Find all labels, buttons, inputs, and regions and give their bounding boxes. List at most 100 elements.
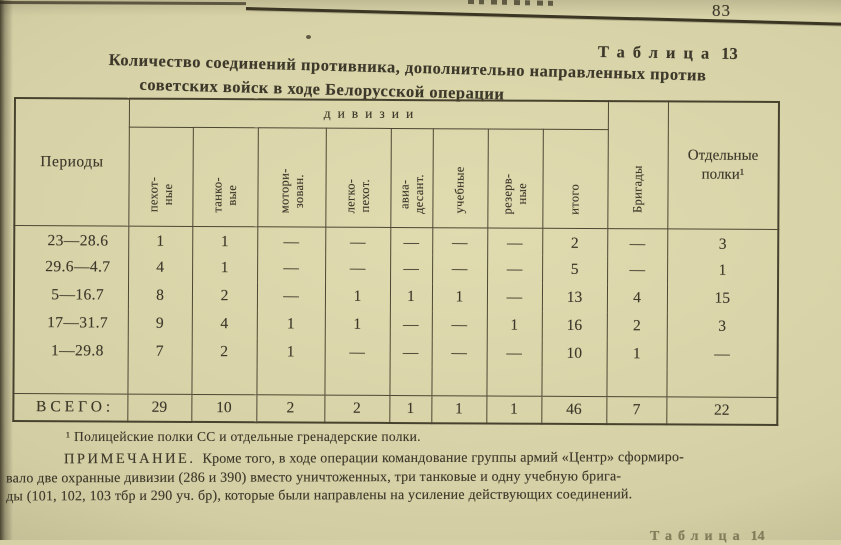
table-row: 29.6—4.7 4 1 — — — — — 5 — 1 <box>14 253 779 286</box>
table-cell: — <box>607 256 668 285</box>
table-cell: 1 <box>606 340 667 369</box>
table-cell: — <box>432 227 488 256</box>
table-cell: 1 <box>256 338 325 367</box>
table-cell: — <box>256 282 326 311</box>
header-divisions-subtotal: итого <box>542 128 608 229</box>
table-cell: — <box>390 226 433 256</box>
header-periods: Периоды <box>14 98 129 226</box>
spacer-row <box>13 365 778 398</box>
table-header: Периоды дивизии Бригады Отдельные полки¹… <box>14 98 780 230</box>
table-cell: 1 <box>486 311 542 340</box>
table-row: 1—29.8 7 2 1 — — — — 10 1 — <box>13 337 778 370</box>
spacer-cell <box>13 365 128 394</box>
next-table-word: Таблица <box>650 529 746 544</box>
table-cell: 2 <box>191 281 258 311</box>
header-rule <box>245 7 841 26</box>
remark-text3: ды (101, 102, 103 тбр и 290 уч. бр), кот… <box>6 487 633 505</box>
table-cell: 4 <box>606 284 668 313</box>
header-divisions-group: дивизии <box>128 98 609 130</box>
table-cell: — <box>486 339 542 368</box>
table-cell: — <box>487 227 543 256</box>
table-label-number: 13 <box>721 43 738 63</box>
infantry-label: пехот- ные <box>145 176 175 213</box>
header-reserve-divisions: резерв- ные <box>487 128 543 228</box>
spacer-cell <box>431 367 487 396</box>
table-cell: — <box>486 283 543 312</box>
header-airborne-divisions: авиа- десант. <box>390 127 433 228</box>
subtotal-label: итого <box>567 183 582 215</box>
total-cell: 1 <box>389 394 432 424</box>
total-cell: 46 <box>541 395 607 425</box>
table-cell: 5 <box>542 255 608 285</box>
remark-note: ПРИМЕЧАНИЕ. Кроме того, в ходе операции к… <box>6 448 830 507</box>
total-cell: 1 <box>486 395 542 424</box>
table-label-word: Таблица <box>597 42 718 63</box>
table-cell: — <box>325 254 391 283</box>
table-row: 23—28.6 1 1 — — — — — 2 — 3 <box>14 225 779 258</box>
ink-speck <box>306 35 311 39</box>
header-separate-regiments: Отдельные полки¹ <box>667 101 780 230</box>
table-cell: 4 <box>191 309 257 339</box>
total-label: ВСЕГО: <box>13 393 128 422</box>
total-cell: 2 <box>324 394 390 423</box>
table-cell: — <box>487 255 543 284</box>
table-cell: — <box>431 339 487 368</box>
total-cell: 22 <box>666 396 778 426</box>
table-row: 5—16.7 8 2 — 1 1 1 — 13 4 15 <box>13 281 779 314</box>
total-row: ВСЕГО: 29 10 2 2 1 1 1 46 7 22 <box>13 393 778 426</box>
page-left-edge-shadow <box>0 0 13 540</box>
table-cell: 15 <box>666 284 779 314</box>
table-cell: 16 <box>541 311 607 341</box>
table-cell: 1 <box>431 283 488 312</box>
table-cell: — <box>324 338 390 367</box>
table-cell: 13 <box>541 283 608 313</box>
table-cell: — <box>389 338 432 368</box>
spacer-cell <box>127 365 192 394</box>
spacer-cell <box>486 367 542 396</box>
table-body: 23—28.6 1 1 — — — — — 2 — 3 29.6—4.7 4 1… <box>13 225 779 426</box>
total-cell: 29 <box>127 393 192 422</box>
page-number: 83 <box>712 1 731 20</box>
total-cell: 7 <box>606 396 667 425</box>
table-cell: 1 <box>324 310 390 339</box>
table-cell: 1 <box>667 256 779 286</box>
table-cell: — <box>390 254 433 284</box>
table-cell: 8 <box>127 281 193 310</box>
table-cell: 1 <box>389 282 433 312</box>
tank-label: танко- вые <box>210 177 240 213</box>
top-edge-line <box>0 1 247 5</box>
light-infantry-label: легко- пехот. <box>343 178 373 214</box>
total-cell: 10 <box>191 393 257 423</box>
total-cell: 1 <box>431 395 487 424</box>
running-header-fragment <box>467 0 561 6</box>
table-row: 17—31.7 9 4 1 1 — — 1 16 2 3 <box>13 309 778 342</box>
header-group-row: Периоды дивизии Бригады Отдельные полки¹ <box>14 98 780 230</box>
header-infantry-divisions: пехот- ные <box>128 126 193 226</box>
header-light-infantry-divisions: легко- пехот. <box>325 127 391 227</box>
table-cell: — <box>666 340 778 370</box>
spacer-cell <box>541 367 607 397</box>
table-cell: 4 <box>128 253 193 282</box>
brigades-label: Бригады <box>630 165 645 213</box>
spacer-cell <box>606 368 667 397</box>
header-tank-divisions: танко- вые <box>192 126 258 227</box>
table-cell: 2 <box>606 312 667 341</box>
reserve-label: резерв- ные <box>500 173 530 215</box>
table-cell: 3 <box>666 312 778 342</box>
enemy-formations-table: Периоды дивизии Бригады Отдельные полки¹… <box>12 97 781 427</box>
table-cell: 10 <box>541 339 607 369</box>
spacer-cell <box>191 365 257 395</box>
next-table-number: 14 <box>750 529 765 544</box>
table-cell: 1 <box>192 253 258 283</box>
table-cell: 2 <box>191 337 257 367</box>
row-period: 17—31.7 <box>13 309 128 338</box>
spacer-cell <box>256 366 325 395</box>
table-footnote: ¹ Полицейские полки СС и отдельные грена… <box>66 429 421 444</box>
spacer-cell <box>324 366 390 395</box>
table-cell: — <box>325 226 391 255</box>
table-cell: — <box>607 228 668 257</box>
row-period: 5—16.7 <box>13 281 129 310</box>
table-cell: — <box>431 311 487 340</box>
row-period: 1—29.8 <box>13 337 128 366</box>
